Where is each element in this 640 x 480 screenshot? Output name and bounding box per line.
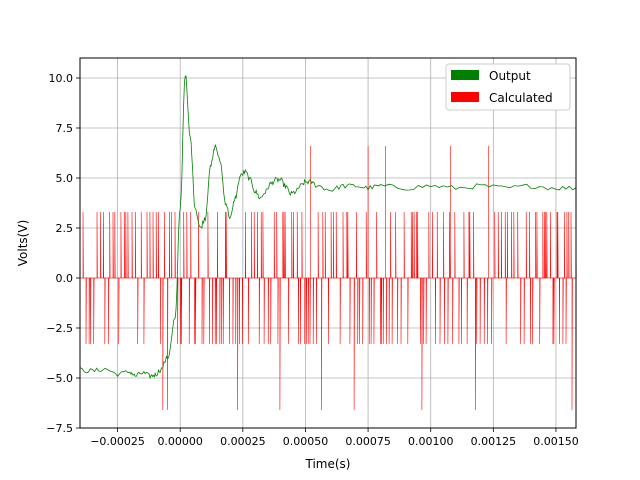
x-tick-label: 0.00075	[345, 435, 391, 448]
legend-label-output: Output	[489, 69, 531, 83]
y-tick-label: 0.0	[56, 272, 74, 285]
series-calculated	[80, 146, 577, 411]
series-calculated-line	[80, 146, 577, 411]
y-tick-label: −2.5	[46, 322, 73, 335]
series-output	[79, 75, 577, 380]
legend: Output Calculated	[445, 63, 571, 111]
x-tick-label: 0.00100	[408, 435, 454, 448]
x-axis-label: Time(s)	[305, 457, 351, 471]
plot-frame	[79, 57, 577, 429]
x-tick-label: 0.00150	[533, 435, 579, 448]
series-output-line	[79, 75, 577, 380]
y-tick-label: 7.5	[56, 122, 74, 135]
y-axis-label: Volts(V)	[16, 220, 30, 266]
x-tick-label: 0.00000	[157, 435, 203, 448]
x-tick-label: −0.00025	[90, 435, 145, 448]
y-tick-label: 10.0	[49, 72, 74, 85]
legend-swatch-calculated	[451, 92, 479, 102]
x-tick-label: 0.00025	[220, 435, 266, 448]
y-tick-label: 2.5	[56, 222, 74, 235]
x-tick-label: 0.00050	[283, 435, 329, 448]
legend-swatch-output	[451, 70, 479, 80]
x-tick-label: 0.00125	[471, 435, 517, 448]
x-axis: −0.00025 0.00000 0.00025 0.00050 0.00075 0.00…	[90, 428, 579, 448]
y-tick-label: −5.0	[46, 372, 73, 385]
y-tick-label: 5.0	[56, 172, 74, 185]
y-axis: −7.5 −5.0 −2.5 0.0 2.5 5.0 7.5 10.0	[46, 72, 80, 435]
legend-label-calculated: Calculated	[489, 91, 553, 105]
y-tick-label: −7.5	[46, 422, 73, 435]
